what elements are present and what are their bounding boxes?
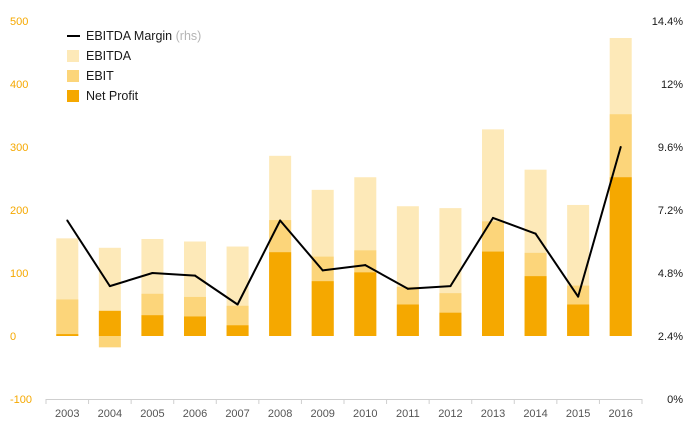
left-tick-label--100: -100	[10, 394, 32, 406]
legend-label-net-profit: Net Profit	[86, 89, 139, 103]
point-ebitda-margin-2003	[66, 219, 69, 222]
x-tick-label-2010: 2010	[353, 408, 377, 420]
right-tick-label-2: 4.8%	[658, 268, 683, 280]
bar-net-profit-2003	[56, 334, 79, 336]
x-tick-label-2003: 2003	[55, 408, 79, 420]
line-ebitda-margin	[66, 146, 622, 306]
bar-net-profit-2011	[396, 304, 419, 336]
legend-swatch-ebitda	[67, 50, 79, 62]
legend: EBITDA Margin (rhs) EBITDA EBIT Net Prof…	[67, 29, 201, 103]
bar-net-profit-2005	[141, 315, 164, 336]
left-tick-label-200: 200	[10, 205, 28, 217]
legend-label-ebitda-margin: EBITDA Margin (rhs)	[86, 29, 201, 43]
left-tick-label-300: 300	[10, 142, 28, 154]
point-ebitda-margin-2007	[236, 303, 239, 306]
point-ebitda-margin-2009	[321, 269, 324, 272]
point-ebitda-margin-2005	[151, 272, 154, 274]
point-ebitda-margin-2011	[406, 287, 409, 290]
point-ebitda-margin-2012	[449, 285, 452, 288]
x-tick-label-2012: 2012	[438, 408, 462, 420]
point-ebitda-margin-2015	[577, 295, 580, 298]
x-tick-label-2016: 2016	[608, 408, 632, 420]
x-tick-label-2013: 2013	[481, 408, 505, 420]
x-tick-label-2011: 2011	[396, 408, 420, 420]
x-tick-label-2009: 2009	[310, 408, 334, 420]
left-axis: -100 0 100 200 300 400 500	[10, 16, 32, 406]
bar-ebit-2003	[56, 299, 79, 336]
bar-net-profit-2014	[524, 276, 547, 336]
right-tick-label-1: 2.4%	[658, 331, 683, 343]
x-tick-label-2007: 2007	[225, 408, 249, 420]
bar-net-profit-2010	[354, 272, 377, 336]
legend-label-ebitda-margin-name: EBITDA Margin	[86, 29, 172, 43]
line-group	[66, 146, 622, 306]
left-tick-label-400: 400	[10, 79, 28, 91]
legend-label-ebitda: EBITDA	[86, 49, 132, 63]
bar-net-profit-2008	[269, 252, 292, 336]
x-tick-label-2008: 2008	[268, 408, 292, 420]
point-ebitda-margin-2008	[279, 219, 282, 222]
bar-net-profit-2013	[482, 251, 504, 336]
bars-group	[56, 38, 632, 348]
x-tick-label-2004: 2004	[98, 408, 122, 420]
left-tick-label-100: 100	[10, 268, 28, 280]
x-tick-label-2006: 2006	[183, 408, 207, 420]
right-tick-label-4: 9.6%	[658, 142, 683, 154]
bar-net-profit-2015	[567, 304, 590, 336]
left-tick-label-0: 0	[10, 331, 16, 343]
right-tick-label-6: 14.4%	[652, 16, 683, 28]
left-tick-label-500: 500	[10, 16, 28, 28]
bar-net-profit-2004	[98, 310, 121, 336]
bar-net-profit-2007	[226, 325, 249, 336]
bar-net-profit-2006	[184, 316, 206, 336]
point-ebitda-margin-2013	[492, 216, 494, 219]
point-ebitda-margin-2010	[364, 264, 367, 267]
point-ebitda-margin-2014	[534, 232, 537, 235]
x-axis: 2003 2004 2005 2006 2007 2008 2009 2010 2011 2012…	[45, 399, 643, 420]
point-ebitda-margin-2004	[108, 285, 111, 288]
bar-net-profit-2012	[439, 312, 462, 336]
right-axis: 0% 2.4% 4.8% 7.2% 9.6% 12% 14.4%	[652, 16, 683, 406]
bar-net-profit-2009	[311, 281, 334, 336]
point-ebitda-margin-2016	[619, 146, 622, 148]
x-tick-label-2005: 2005	[140, 408, 164, 420]
x-tick-label-2015: 2015	[566, 408, 590, 420]
legend-label-ebit: EBIT	[86, 69, 114, 83]
legend-label-ebitda-margin-suffix: (rhs)	[176, 29, 202, 43]
right-tick-label-3: 7.2%	[658, 205, 683, 217]
legend-swatch-ebit	[67, 70, 79, 82]
point-ebitda-margin-2006	[194, 274, 196, 277]
bar-ebit-2004	[98, 336, 121, 348]
right-tick-label-0: 0%	[667, 394, 683, 406]
x-tick-label-2014: 2014	[523, 408, 547, 420]
bar-net-profit-2016	[609, 177, 632, 336]
legend-swatch-net-profit	[67, 90, 79, 102]
right-tick-label-5: 12%	[661, 79, 683, 91]
